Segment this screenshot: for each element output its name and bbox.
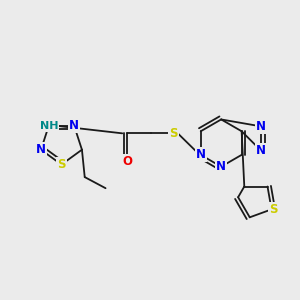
Text: N: N — [256, 120, 266, 133]
Text: N: N — [216, 160, 226, 173]
Text: N: N — [196, 148, 206, 161]
Text: N: N — [256, 144, 266, 157]
Text: S: S — [169, 127, 178, 140]
Text: S: S — [269, 203, 278, 216]
Text: N: N — [36, 143, 46, 156]
Text: S: S — [57, 158, 66, 171]
Text: NH: NH — [40, 121, 58, 130]
Text: O: O — [122, 155, 132, 168]
Text: N: N — [69, 119, 79, 132]
